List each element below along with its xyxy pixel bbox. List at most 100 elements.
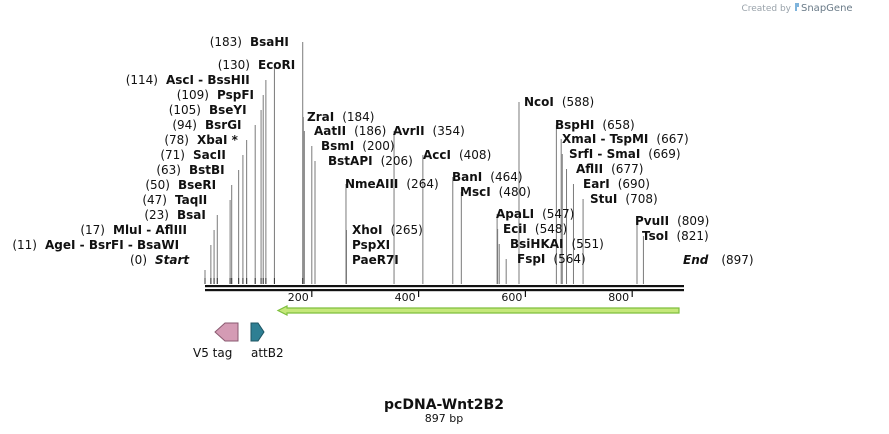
site-name: BsiHKAI bbox=[510, 237, 564, 251]
site-label-mlui[interactable]: MluI - AflIII (17) bbox=[80, 223, 187, 237]
site-label-bsai[interactable]: BsaI (23) bbox=[144, 208, 206, 222]
site-position: (71) bbox=[160, 148, 185, 162]
site-label-srfi[interactable]: SrfI - SmaI (669) bbox=[569, 147, 681, 161]
site-label-bsrgi[interactable]: BsrGI (94) bbox=[172, 118, 241, 132]
site-name: BseYI bbox=[209, 103, 247, 117]
site-position: (547) bbox=[542, 207, 574, 221]
feature-attb2-label: attB2 bbox=[251, 346, 284, 360]
site-label-xhoi[interactable]: XhoI (265) bbox=[352, 223, 423, 237]
site-label-bseri[interactable]: BseRI (50) bbox=[145, 178, 216, 192]
site-name: ApaLI bbox=[496, 207, 534, 221]
site-label-nmeaiii[interactable]: NmeAIII (264) bbox=[345, 177, 439, 191]
site-label-pvuii[interactable]: PvuII (809) bbox=[635, 214, 709, 228]
site-label-msci[interactable]: MscI (480) bbox=[460, 185, 531, 199]
site-label-pspfi[interactable]: PspFI (109) bbox=[177, 88, 254, 102]
site-label-avrii[interactable]: AvrII (354) bbox=[393, 124, 465, 138]
site-label-eari[interactable]: EarI (690) bbox=[583, 177, 650, 191]
start-label: Start bbox=[155, 253, 190, 267]
site-position: (658) bbox=[602, 118, 634, 132]
site-name: NcoI bbox=[524, 95, 554, 109]
site-label-aatii[interactable]: AatII (186) bbox=[314, 124, 386, 138]
site-position: (17) bbox=[80, 223, 105, 237]
end-position: (897) bbox=[721, 253, 753, 267]
site-label-bsphi[interactable]: BspHI (658) bbox=[555, 118, 635, 132]
site-name: EarI bbox=[583, 177, 610, 191]
attb2-arrow-icon[interactable] bbox=[250, 322, 265, 342]
site-label-stui[interactable]: StuI (708) bbox=[590, 192, 658, 206]
site-name: NmeAIII bbox=[345, 177, 398, 191]
site-position: (206) bbox=[381, 154, 413, 168]
site-label-ecori[interactable]: EcoRI (130) bbox=[218, 58, 296, 72]
site-leaders bbox=[204, 42, 644, 284]
site-label-bsmi[interactable]: BsmI (200) bbox=[321, 139, 395, 153]
site-label-pspxi[interactable]: PspXI bbox=[352, 238, 390, 252]
ruler-tick-label: 800 bbox=[608, 291, 629, 304]
site-name: PaeR7I bbox=[352, 253, 399, 267]
site-name: PvuII bbox=[635, 214, 669, 228]
site-position: (186) bbox=[354, 124, 386, 138]
site-position: (47) bbox=[142, 193, 167, 207]
end-label: End bbox=[683, 253, 709, 267]
site-name: PspFI bbox=[217, 88, 254, 102]
site-label-asci[interactable]: AscI - BssHII (114) bbox=[126, 73, 250, 87]
site-position: (114) bbox=[126, 73, 158, 87]
site-label-bstbi[interactable]: BstBI (63) bbox=[156, 163, 224, 177]
feature-attb2[interactable]: attB2 bbox=[250, 322, 284, 360]
site-position: (105) bbox=[169, 103, 201, 117]
site-name: AatII bbox=[314, 124, 346, 138]
site-label-taqii[interactable]: TaqII (47) bbox=[142, 193, 207, 207]
site-name: ZraI bbox=[307, 110, 334, 124]
site-position: (63) bbox=[156, 163, 181, 177]
ruler-tick-label: 400 bbox=[395, 291, 416, 304]
site-position: (708) bbox=[625, 192, 657, 206]
credit-prefix: Created by bbox=[741, 4, 791, 14]
site-label-xmai[interactable]: XmaI - TspMI (667) bbox=[562, 132, 689, 146]
site-label-zrai[interactable]: ZraI (184) bbox=[307, 110, 374, 124]
site-label-bsihkai[interactable]: BsiHKAI (551) bbox=[510, 237, 604, 251]
site-position: (809) bbox=[677, 214, 709, 228]
site-name: TsoI bbox=[642, 229, 668, 243]
backbone-top-strand bbox=[205, 285, 684, 288]
site-label-sacii[interactable]: SacII (71) bbox=[160, 148, 225, 162]
site-name: EciI bbox=[503, 222, 527, 236]
site-name: BanI bbox=[452, 170, 482, 184]
site-label-bsahi[interactable]: BsaHI (183) bbox=[210, 35, 289, 49]
v5-tag-arrow-icon[interactable] bbox=[214, 322, 239, 342]
site-label-aflii[interactable]: AflII (677) bbox=[576, 162, 643, 176]
site-label-ecii[interactable]: EciI (548) bbox=[503, 222, 567, 236]
site-label-bstapi[interactable]: BstAPI (206) bbox=[328, 154, 413, 168]
site-label-apali[interactable]: ApaLI (547) bbox=[496, 207, 574, 221]
site-position: (677) bbox=[611, 162, 643, 176]
site-position: (264) bbox=[406, 177, 438, 191]
site-position: (551) bbox=[572, 237, 604, 251]
site-label-xbai[interactable]: XbaI * (78) bbox=[164, 133, 238, 147]
site-label-fspi[interactable]: FspI (564) bbox=[517, 252, 586, 266]
site-name: SacII bbox=[193, 148, 226, 162]
site-name: BsaHI bbox=[250, 35, 289, 49]
site-position: (667) bbox=[656, 132, 688, 146]
site-label-acci[interactable]: AccI (408) bbox=[423, 148, 491, 162]
site-position: (354) bbox=[433, 124, 465, 138]
site-name: EcoRI bbox=[258, 58, 295, 72]
site-name: BspHI bbox=[555, 118, 594, 132]
site-label-bani[interactable]: BanI (464) bbox=[452, 170, 523, 184]
site-name: AvrII bbox=[393, 124, 425, 138]
snapgene-logo-icon bbox=[795, 3, 799, 11]
orf-arrow[interactable] bbox=[276, 305, 680, 316]
site-label-agei[interactable]: AgeI - BsrFI - BsaWI (11) bbox=[12, 238, 179, 252]
start-marker: Start (0) bbox=[130, 253, 190, 267]
site-label-paer7i[interactable]: PaeR7I bbox=[352, 253, 399, 267]
ruler-tick-label: 200 bbox=[288, 291, 309, 304]
site-name: AccI bbox=[423, 148, 451, 162]
plasmid-size: 897 bp bbox=[425, 412, 463, 425]
site-position: (564) bbox=[553, 252, 585, 266]
site-position: (408) bbox=[459, 148, 491, 162]
feature-v5-tag[interactable]: V5 tag bbox=[193, 322, 239, 360]
site-label-bseyi[interactable]: BseYI (105) bbox=[169, 103, 247, 117]
site-label-ncoi[interactable]: NcoI (588) bbox=[524, 95, 594, 109]
site-label-tsoi[interactable]: TsoI (821) bbox=[642, 229, 709, 243]
site-position: (821) bbox=[676, 229, 708, 243]
site-name: BseRI bbox=[178, 178, 216, 192]
site-name: PspXI bbox=[352, 238, 390, 252]
